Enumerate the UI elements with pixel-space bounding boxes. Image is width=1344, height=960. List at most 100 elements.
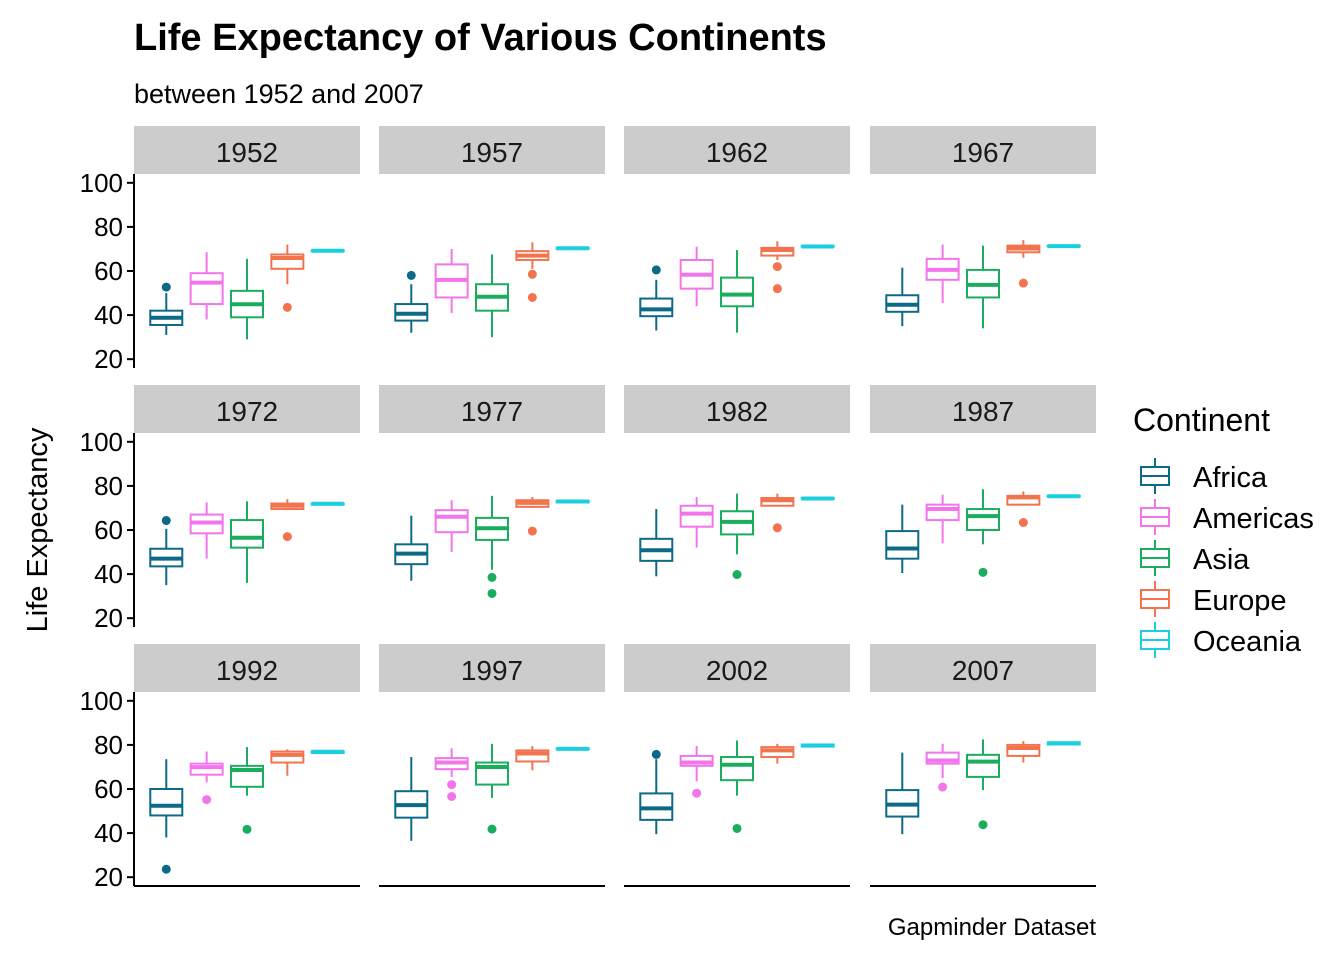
facet-panel-1982: 1982 [624, 385, 850, 580]
box-body [679, 504, 714, 528]
facet-panel-1972: 1972 20 40 60 80 100 [80, 385, 360, 633]
facet-strip [134, 385, 360, 433]
outlier-point [161, 864, 171, 874]
y-tick-label: 80 [94, 471, 123, 501]
box-europe [270, 749, 305, 776]
box-europe [1006, 491, 1041, 528]
box-americas [434, 500, 469, 553]
outlier-point [1018, 518, 1028, 528]
outlier-point [161, 282, 171, 292]
box-body [885, 530, 920, 560]
outlier-point [772, 284, 782, 294]
box-body [149, 788, 184, 817]
outlier-point [527, 269, 537, 279]
y-tick-label: 40 [94, 559, 123, 589]
box-americas [925, 494, 960, 544]
facet-panel-2002: 2002 [624, 644, 850, 887]
y-tick-label: 100 [80, 427, 123, 457]
box-asia [966, 489, 1000, 577]
outlier-point [978, 567, 988, 577]
box-oceania [555, 499, 590, 504]
legend-label: Europe [1193, 585, 1287, 617]
box-americas [189, 502, 224, 559]
y-tick-label: 100 [80, 686, 123, 716]
outlier-point [282, 532, 292, 542]
box-asia [230, 501, 264, 583]
facet-strip-label: 1982 [706, 396, 768, 427]
facet-panel-1997: 1997 [379, 644, 605, 887]
legend-key-europe: Europe [1140, 581, 1287, 617]
outlier-point [161, 516, 171, 526]
box-body [720, 276, 754, 308]
facet-strip-label: 1972 [216, 396, 278, 427]
box-americas [434, 248, 469, 313]
y-tick-label: 40 [94, 300, 123, 330]
box-americas [189, 252, 224, 320]
box-asia [720, 740, 754, 833]
box-body [966, 753, 1000, 778]
outlier-point [1018, 278, 1028, 288]
facet-strip [379, 385, 605, 433]
facet-strip [134, 126, 360, 174]
box-africa [885, 752, 920, 835]
facet-strip [870, 644, 1096, 692]
legend-key-africa: Africa [1140, 458, 1268, 494]
box-body [1006, 743, 1041, 757]
outlier-point [772, 523, 782, 533]
box-oceania [310, 501, 345, 506]
outlier-point [938, 782, 948, 792]
box-africa [394, 270, 429, 333]
y-tick-label: 80 [94, 730, 123, 760]
facet-panel-2007: 2007 [870, 644, 1096, 887]
box-asia [230, 747, 264, 834]
box-oceania [310, 248, 345, 253]
y-tick-label: 60 [94, 774, 123, 804]
outlier-point [772, 262, 782, 272]
box-europe [1006, 741, 1041, 763]
facet-strip-label: 1957 [461, 137, 523, 168]
facet-strip-label: 2002 [706, 655, 768, 686]
legend-label: Africa [1193, 462, 1268, 494]
facet-strip-label: 1987 [952, 396, 1014, 427]
y-axis-label: Life Expectancy [22, 427, 54, 632]
box-europe [1006, 240, 1041, 288]
box-asia [475, 743, 509, 834]
legend-label: Oceania [1193, 626, 1302, 658]
box-asia [966, 245, 1000, 329]
legend-key-americas: Americas [1140, 499, 1314, 535]
box-oceania [1046, 494, 1081, 499]
box-americas [679, 746, 714, 798]
outlier-point [651, 749, 661, 759]
box-europe [760, 241, 795, 294]
outlier-point [487, 824, 497, 834]
facet-strip [624, 385, 850, 433]
legend-key-asia: Asia [1140, 540, 1250, 576]
facet-panel-1962: 1962 [624, 126, 850, 333]
box-africa [639, 265, 674, 331]
outlier-point [406, 270, 416, 280]
y-tick-label: 20 [94, 862, 123, 892]
box-oceania [310, 749, 345, 755]
outlier-point [202, 795, 212, 805]
box-body [925, 503, 960, 522]
box-europe [270, 499, 305, 542]
outlier-point [732, 570, 742, 580]
box-africa [149, 759, 184, 874]
box-europe [515, 242, 550, 302]
facet-strip-label: 1992 [216, 655, 278, 686]
box-body [230, 519, 264, 549]
facet-strip [870, 126, 1096, 174]
y-tick-label: 60 [94, 515, 123, 545]
facet-strip-label: 1962 [706, 137, 768, 168]
box-asia [966, 739, 1000, 830]
outlier-point [651, 265, 661, 275]
box-africa [639, 509, 674, 577]
box-americas [434, 748, 469, 801]
box-europe [515, 746, 550, 771]
box-africa [149, 282, 184, 335]
box-asia [475, 495, 509, 598]
facet-strip [134, 644, 360, 692]
outlier-point [692, 788, 702, 798]
